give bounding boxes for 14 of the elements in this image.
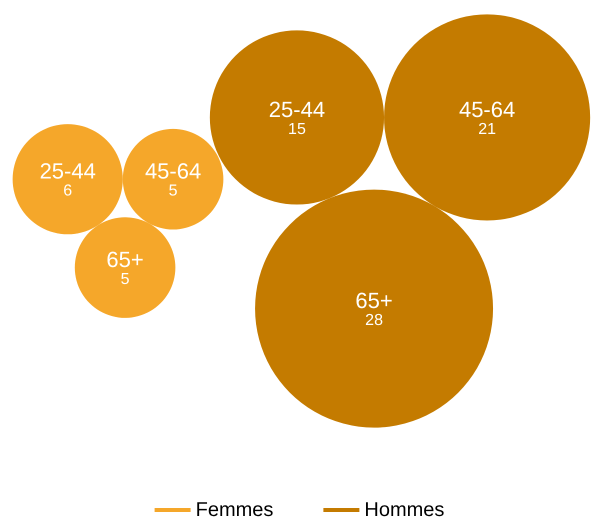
category-label: 65+ bbox=[355, 288, 393, 314]
category-label: 25-44 bbox=[40, 158, 96, 184]
category-label: 65+ bbox=[106, 247, 144, 272]
category-label: 25-44 bbox=[268, 96, 326, 122]
legend-label: Hommes bbox=[364, 499, 444, 521]
legend-label: Femmes bbox=[196, 499, 274, 521]
data-label: 5 bbox=[168, 182, 178, 200]
data-label: 5 bbox=[120, 271, 130, 288]
data-label: 28 bbox=[365, 312, 384, 330]
category-label: 45-64 bbox=[144, 158, 202, 184]
data-label: 15 bbox=[288, 120, 306, 138]
data-label: 6 bbox=[63, 182, 72, 200]
category-label: 45-64 bbox=[458, 96, 516, 122]
data-label: 21 bbox=[478, 120, 496, 138]
